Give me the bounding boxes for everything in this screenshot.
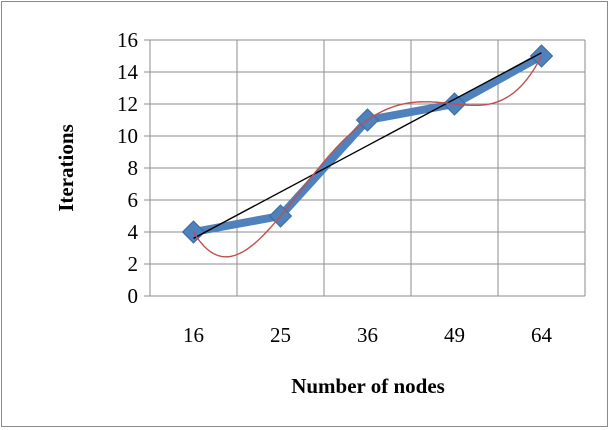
x-tick-label: 25	[270, 323, 291, 347]
polynomial-trendline	[192, 55, 543, 258]
y-tick-label: 6	[128, 188, 139, 212]
y-tick-label: 0	[128, 284, 139, 308]
linear-trendline	[193, 52, 542, 240]
y-tick-label: 16	[117, 28, 138, 52]
y-tick-label: 8	[128, 156, 139, 180]
x-tick-label: 36	[357, 323, 378, 347]
y-tick-labels: 0 2 4 6 8 10 12 14 16	[117, 28, 139, 308]
x-tick-label: 16	[183, 323, 204, 347]
x-tick-labels: 16 25 36 49 64	[183, 323, 553, 347]
y-axis-label: Iterations	[54, 124, 78, 212]
x-tick-label: 49	[444, 323, 465, 347]
plot-grid	[144, 39, 586, 297]
y-tick-label: 10	[117, 124, 138, 148]
y-tick-label: 12	[117, 92, 138, 116]
y-tick-label: 4	[128, 220, 139, 244]
trendline-group	[192, 52, 543, 258]
y-tick-label: 14	[117, 60, 139, 84]
y-tick-label: 2	[128, 252, 139, 276]
x-tick-label: 64	[531, 323, 553, 347]
series-line	[189, 52, 546, 236]
x-axis-label: Number of nodes	[291, 374, 445, 398]
series-group	[181, 44, 554, 244]
